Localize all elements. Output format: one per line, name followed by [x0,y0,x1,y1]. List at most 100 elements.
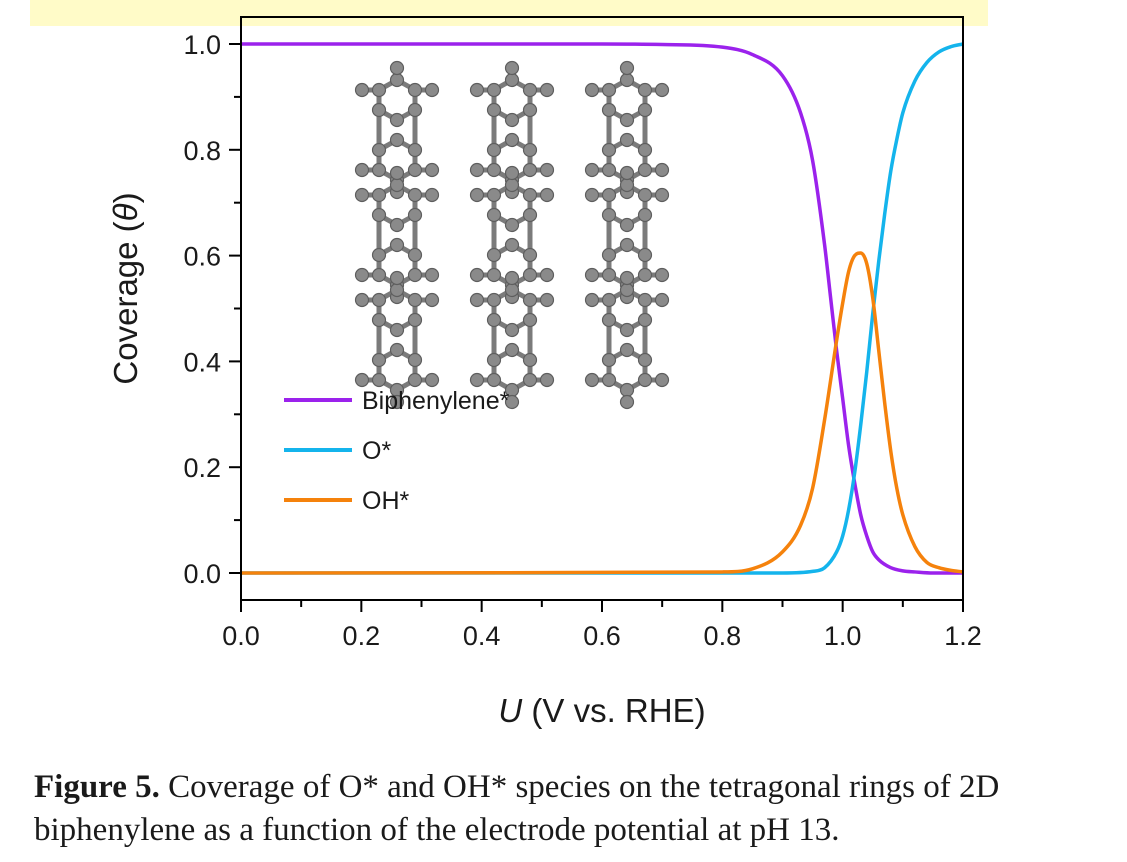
y-tick-label: 0.4 [183,347,221,377]
inset-atom [654,162,670,178]
inset-atom [469,292,485,308]
inset-atom [424,82,440,98]
inset-atom [637,247,653,263]
inset-atom [407,372,423,388]
inset-atom [504,322,520,338]
y-tick-label: 1.0 [183,30,221,60]
y-tick-label: 0.6 [183,242,221,272]
inset-atom [354,372,370,388]
inset-atom [354,162,370,178]
inset-atom [637,372,653,388]
inset-atom [407,312,423,328]
inset-atom [469,82,485,98]
caption-text: Coverage of O* and OH* species on the te… [34,769,1000,848]
inset-atom [407,247,423,263]
axis-ticks: 0.0 0.2 0.4 0.6 0.8 1.0 1.2 0.0 0.2 0.4 0.6 0.8 1.0 [183,30,981,651]
x-tick-label: 0.4 [463,621,501,651]
inset-atom [504,394,520,410]
inset-atom [389,165,405,181]
inset-atom [539,267,555,283]
inset-atom [469,372,485,388]
inset-atom [584,267,600,283]
inset-atom [619,237,635,253]
inset-atom [371,207,387,223]
inset-atom [389,217,405,233]
inset-atom [522,292,538,308]
inset-atom [354,267,370,283]
x-tick-label: 0.6 [583,621,621,651]
inset-atom [539,372,555,388]
inset-atom [486,267,502,283]
inset-atom [407,142,423,158]
inset-atoms [354,60,670,410]
inset-atom [601,352,617,368]
y-axis-title: Coverage (θ) [107,192,144,384]
inset-atom [584,162,600,178]
biphenylene-structure-inset [354,60,670,410]
highlight-band [30,0,988,26]
inset-atom [654,372,670,388]
inset-atom [424,292,440,308]
inset-atom [654,292,670,308]
inset-atom [354,187,370,203]
inset-atom [522,162,538,178]
inset-atom [504,112,520,128]
inset-atom [486,162,502,178]
inset-atom [504,132,520,148]
legend-label-1: O* [362,437,391,465]
inset-atom [619,132,635,148]
inset-atom [407,207,423,223]
inset-atom [584,187,600,203]
inset-atom [424,162,440,178]
inset-atom [486,102,502,118]
inset-atom [407,267,423,283]
x-tick-label: 0.0 [222,621,260,651]
inset-atom [424,187,440,203]
inset-atom [486,312,502,328]
inset-atom [584,82,600,98]
inset-atom [407,292,423,308]
legend-label-2: OH* [362,487,410,515]
inset-atom [619,165,635,181]
inset-atom [637,102,653,118]
inset-atom [637,267,653,283]
inset-atom [619,382,635,398]
inset-atom [654,267,670,283]
inset-atom [371,142,387,158]
inset-atom [601,162,617,178]
curves-layer [240,42,964,575]
inset-atom [619,60,635,76]
inset-atom [619,270,635,286]
inset-atom [637,207,653,223]
inset-atom [504,270,520,286]
inset-atom [389,282,405,298]
inset-atom [486,292,502,308]
inset-atom [522,82,538,98]
inset-atom [601,247,617,263]
inset-atom [486,372,502,388]
inset-atom [424,372,440,388]
x-tick-label: 0.8 [704,621,742,651]
inset-atom [371,372,387,388]
inset-atom [504,282,520,298]
y-tick-label: 0.8 [183,136,221,166]
legend: Biphenylene* O* OH* [284,387,510,515]
inset-atom [522,187,538,203]
inset-atom [371,102,387,118]
inset-atom [371,162,387,178]
inset-atom [539,187,555,203]
figure-caption: Figure 5. Coverage of O* and OH* species… [34,766,1094,852]
inset-atom [486,207,502,223]
inset-atom [354,82,370,98]
inset-atom [619,217,635,233]
inset-atom [486,352,502,368]
x-tick-label: 0.2 [343,621,381,651]
inset-atom [407,102,423,118]
inset-atom [504,60,520,76]
inset-atom [637,292,653,308]
inset-atom [619,72,635,88]
inset-atom [371,187,387,203]
inset-atom [504,237,520,253]
inset-atom [469,187,485,203]
